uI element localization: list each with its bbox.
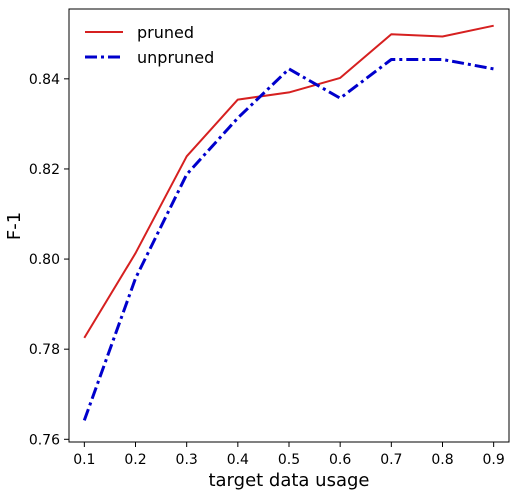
- plot-area: [69, 9, 509, 442]
- x-tick-label: 0.1: [73, 452, 95, 468]
- y-axis-label: F-1: [4, 212, 25, 240]
- x-tick-label: 0.9: [483, 452, 505, 468]
- x-tick-label: 0.2: [124, 452, 146, 468]
- series-line-pruned: [83, 24, 494, 339]
- x-tick-label: 0.4: [227, 452, 249, 468]
- y-tick-label: 0.76: [29, 432, 60, 448]
- y-tick-label: 0.78: [29, 342, 60, 358]
- x-axis-label: target data usage: [208, 470, 369, 491]
- x-tick-label: 0.3: [176, 452, 198, 468]
- series-layer: [82, 24, 494, 421]
- legend-label-unpruned: unpruned: [137, 48, 214, 67]
- x-tick-label: 0.6: [329, 452, 351, 468]
- y-tick-label: 0.80: [29, 252, 60, 268]
- x-axis-ticks: 0.1 0.2 0.3 0.4 0.5 0.6 0.7 0.8 0.9: [73, 442, 505, 468]
- series-line-unpruned: [82, 58, 494, 421]
- legend-label-pruned: pruned: [137, 23, 194, 42]
- legend: pruned unpruned: [85, 23, 214, 67]
- x-tick-label: 0.7: [380, 452, 402, 468]
- y-tick-label: 0.82: [29, 162, 60, 178]
- x-tick-label: 0.5: [278, 452, 300, 468]
- y-tick-label: 0.84: [29, 72, 60, 88]
- y-axis-ticks: 0.76 0.78 0.80 0.82 0.84: [29, 72, 69, 448]
- x-tick-label: 0.8: [431, 452, 453, 468]
